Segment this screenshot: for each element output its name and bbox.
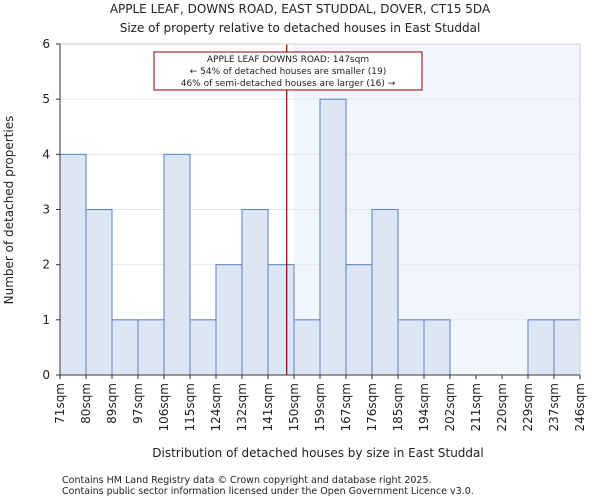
bar-159sqm — [319, 98, 347, 376]
x-tick-label: 97sqm — [131, 383, 145, 424]
y-tick-label: 4 — [42, 147, 50, 161]
y-tick-label: 2 — [42, 258, 50, 272]
y-tick-label: 0 — [42, 368, 50, 382]
x-tick-label: 115sqm — [183, 383, 197, 431]
bar-124sqm — [215, 264, 243, 376]
bar-71sqm — [59, 153, 87, 376]
x-tick-label: 194sqm — [417, 383, 431, 431]
footer-line-2: Contains public sector information licen… — [62, 486, 474, 497]
x-tick-label: 89sqm — [105, 383, 119, 424]
y-tick-label: 5 — [42, 92, 50, 106]
annotation-line-3: 46% of semi-detached houses are larger (… — [181, 79, 396, 89]
x-tick-label: 141sqm — [261, 383, 275, 431]
x-tick-label: 246sqm — [573, 383, 587, 431]
x-tick-label: 71sqm — [53, 383, 67, 424]
bar-150sqm — [293, 319, 321, 376]
x-tick-label: 150sqm — [287, 383, 301, 431]
y-tick-label: 1 — [42, 313, 50, 327]
bar-89sqm — [111, 319, 139, 376]
annotation-line-1: APPLE LEAF DOWNS ROAD: 147sqm — [207, 55, 369, 65]
chart-subtitle: Size of property relative to detached ho… — [120, 21, 481, 35]
annotation-box: APPLE LEAF DOWNS ROAD: 147sqm ← 54% of d… — [153, 51, 423, 91]
chart-title: APPLE LEAF, DOWNS ROAD, EAST STUDDAL, DO… — [110, 2, 491, 16]
x-tick-label: 202sqm — [443, 383, 457, 431]
x-tick-label: 185sqm — [391, 383, 405, 431]
bar-115sqm — [189, 319, 217, 376]
bar-237sqm — [553, 319, 581, 376]
x-tick-label: 229sqm — [521, 383, 535, 431]
bar-106sqm — [163, 153, 191, 376]
y-tick-labels: 0 1 2 3 4 5 6 — [42, 37, 60, 382]
x-tick-label: 159sqm — [313, 383, 327, 431]
annotation-border — [153, 51, 423, 91]
annotation-line-2: ← 54% of detached houses are smaller (19… — [190, 67, 387, 77]
y-tick-label: 6 — [42, 37, 50, 51]
x-tick-label: 176sqm — [365, 383, 379, 431]
bar-132sqm — [241, 209, 269, 376]
x-tick-label: 106sqm — [157, 383, 171, 431]
x-tick-label: 211sqm — [469, 383, 483, 431]
bar-167sqm — [345, 264, 373, 376]
bar-229sqm — [527, 319, 555, 376]
bar-185sqm — [397, 319, 425, 376]
bar-80sqm — [85, 209, 113, 376]
x-tick-label: 237sqm — [547, 383, 561, 431]
footer-line-1: Contains HM Land Registry data © Crown c… — [62, 475, 432, 486]
x-tick-label: 220sqm — [495, 383, 509, 431]
bar-97sqm — [137, 319, 165, 376]
bar-176sqm — [371, 209, 399, 376]
x-tick-label: 167sqm — [339, 383, 353, 431]
bar-141sqm — [267, 264, 295, 376]
x-tick-label: 80sqm — [79, 383, 93, 424]
x-tick-label: 124sqm — [209, 383, 223, 431]
x-tick-labels: 71sqm 80sqm 89sqm 97sqm 106sqm 115sqm 124sqm 13… — [53, 375, 587, 431]
x-axis-label: Distribution of detached houses by size … — [152, 446, 483, 460]
y-axis-label: Number of detached properties — [2, 116, 16, 305]
bar-194sqm — [423, 319, 451, 376]
x-tick-label: 132sqm — [235, 383, 249, 431]
y-tick-label: 3 — [42, 203, 50, 217]
